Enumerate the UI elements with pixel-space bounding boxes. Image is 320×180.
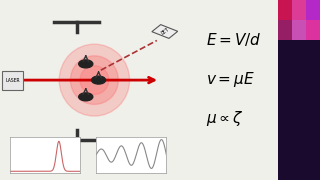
Circle shape (79, 93, 93, 101)
Text: DET: DET (160, 27, 170, 36)
Circle shape (79, 60, 93, 68)
Text: LASER: LASER (5, 78, 20, 83)
FancyBboxPatch shape (2, 71, 23, 90)
Text: $\mu \propto \zeta$: $\mu \propto \zeta$ (206, 109, 244, 128)
Ellipse shape (70, 56, 118, 104)
Text: Phase Analysis Light Scattering
(late 1980s): Phase Analysis Light Scattering (late 19… (97, 141, 165, 150)
Ellipse shape (80, 66, 109, 94)
Text: Laser-Doppler Electrophoresis
(early 1970s): Laser-Doppler Electrophoresis (early 197… (12, 141, 77, 150)
Bar (278, 0, 320, 180)
Ellipse shape (59, 44, 130, 116)
Circle shape (92, 76, 106, 84)
Text: $v = \mu E$: $v = \mu E$ (206, 70, 255, 89)
Polygon shape (152, 25, 178, 38)
Text: $E = V/d$: $E = V/d$ (206, 31, 262, 48)
